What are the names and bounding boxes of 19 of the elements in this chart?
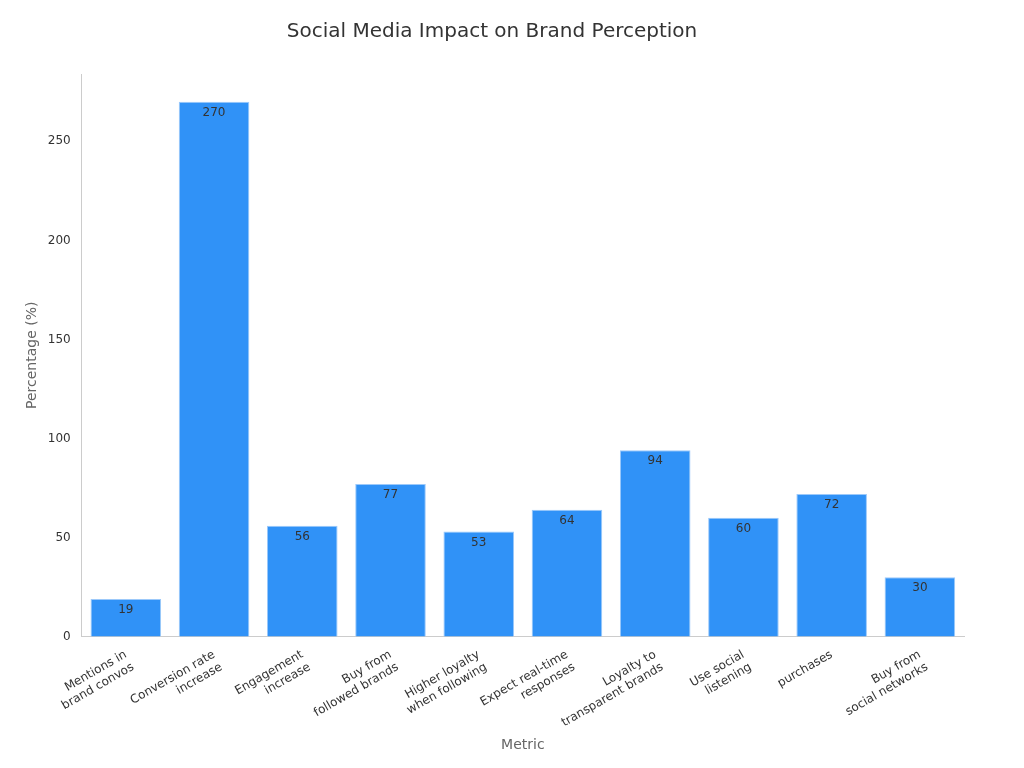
data-label: 270 <box>202 104 226 119</box>
y-tick-label: 100 <box>47 430 71 445</box>
data-label: 60 <box>735 520 752 535</box>
y-tick-label: 200 <box>47 232 71 247</box>
data-label: 72 <box>824 497 840 512</box>
chart-title: Social Media Impact on Brand Perception <box>286 18 698 43</box>
y-tick-label: 50 <box>55 529 71 544</box>
y-tick-label: 150 <box>47 331 71 346</box>
data-label: 56 <box>294 528 310 543</box>
x-axis-title: Metric <box>501 736 545 753</box>
data-label: 30 <box>912 580 928 595</box>
data-label: 64 <box>559 512 575 527</box>
y-tick-label: 0 <box>63 628 71 643</box>
y-tick-label: 250 <box>47 133 71 148</box>
data-label: 19 <box>118 602 134 617</box>
y-axis-title: Percentage (%) <box>23 301 40 409</box>
data-label: 77 <box>382 487 399 502</box>
data-label: 94 <box>647 453 663 468</box>
data-label: 53 <box>471 534 487 549</box>
